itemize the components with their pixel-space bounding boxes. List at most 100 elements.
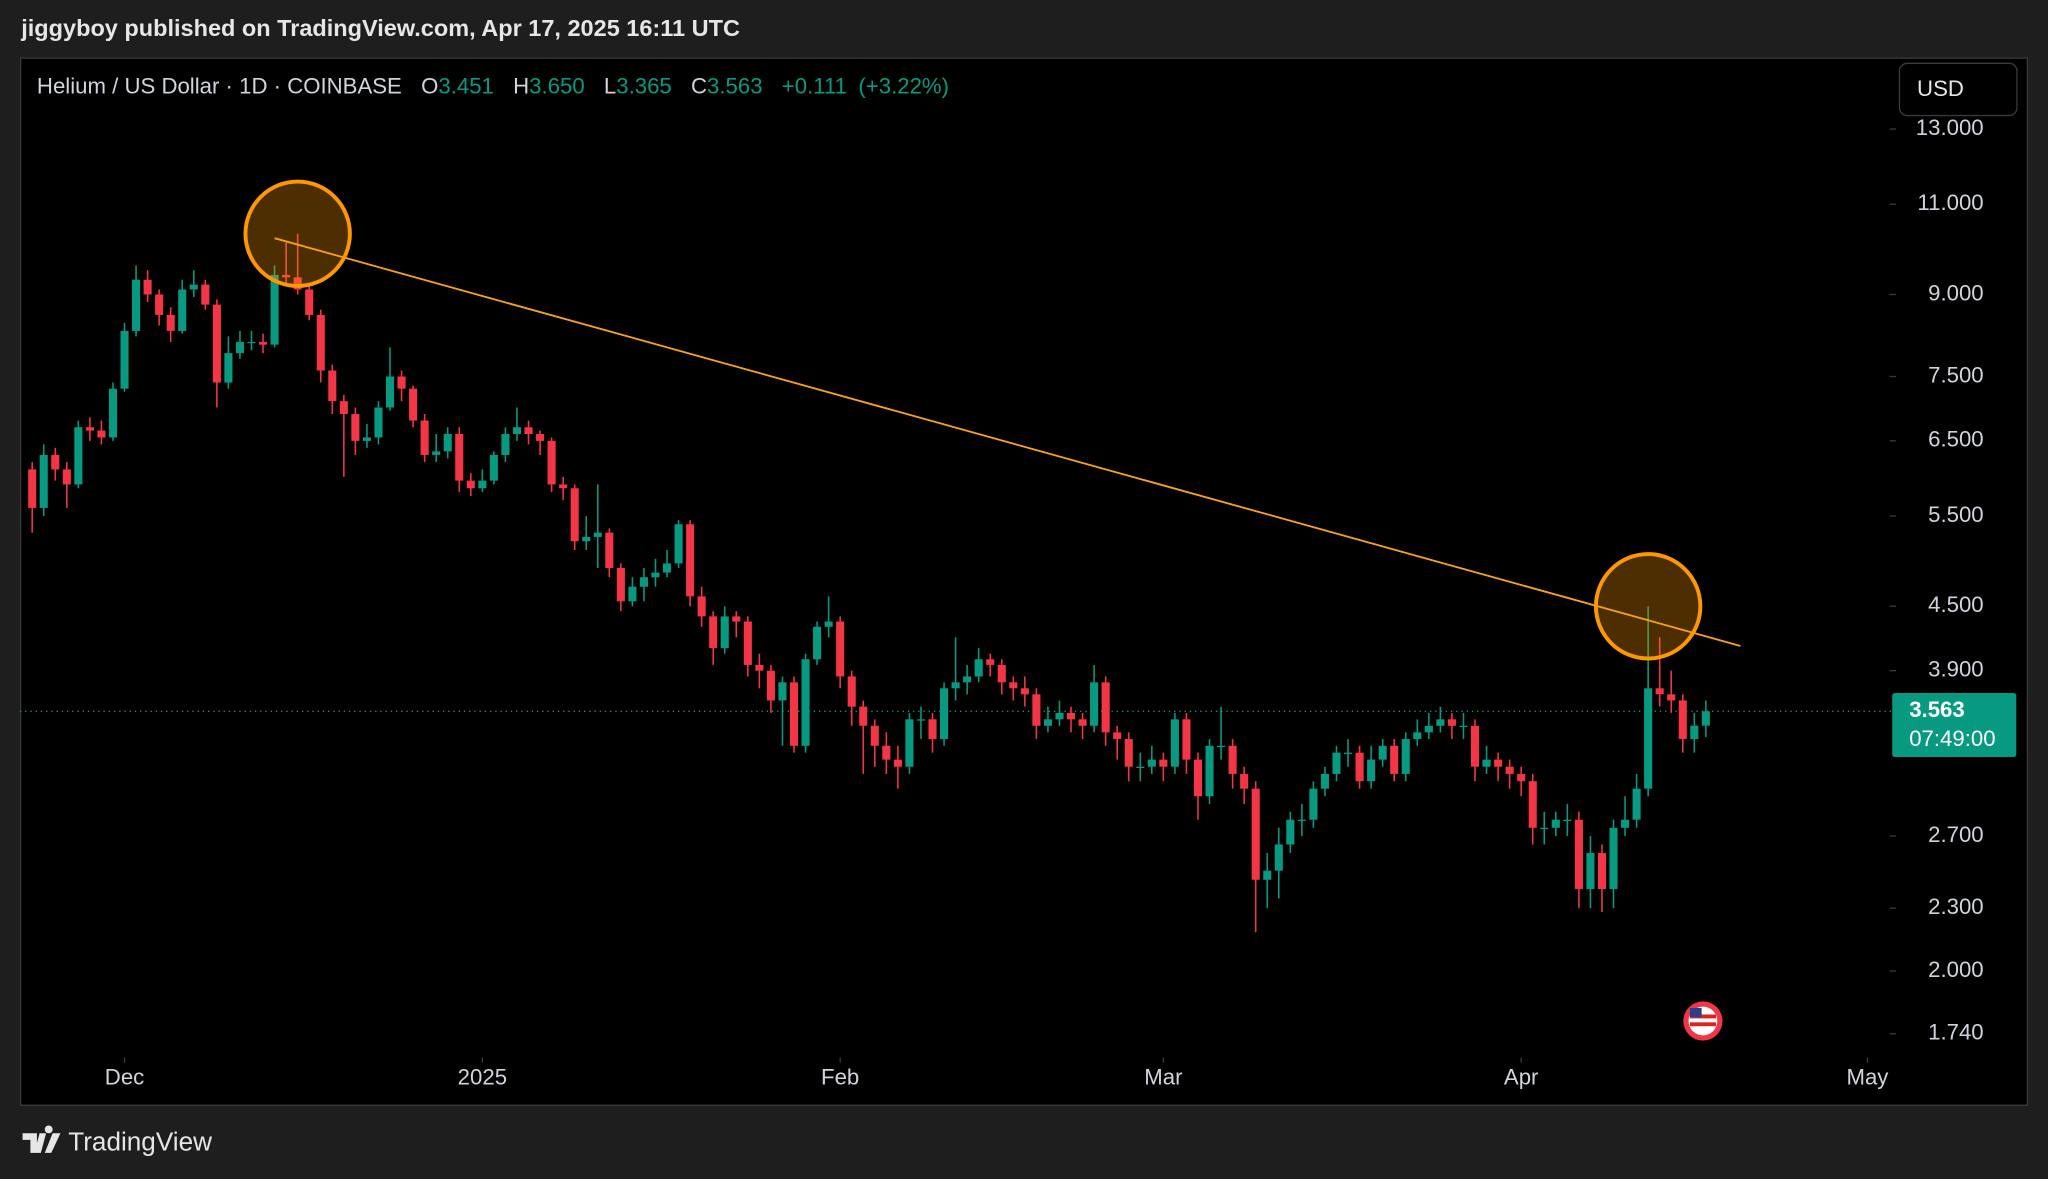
flag-stripe	[1689, 1014, 1716, 1019]
candle-body	[385, 376, 395, 408]
candle-body	[1401, 739, 1410, 774]
candle-body	[1701, 711, 1710, 726]
high-label: H	[513, 73, 529, 98]
candle-body	[1113, 732, 1122, 740]
open-value: 3.451	[438, 73, 494, 98]
x-tick-label: Feb	[821, 1064, 859, 1089]
candle-body	[974, 659, 983, 677]
candle-body	[605, 532, 614, 568]
candle-body	[85, 427, 94, 431]
low-value: 3.365	[616, 73, 672, 98]
candle-body	[1320, 773, 1329, 789]
candle-body	[778, 682, 787, 701]
candle-body	[374, 407, 383, 438]
highlight-circle	[1593, 552, 1703, 661]
brand-name: TradingView	[68, 1127, 212, 1157]
candle-body	[1032, 694, 1041, 726]
candle-body	[1447, 719, 1456, 726]
candle-body	[478, 480, 487, 489]
candle-body	[51, 454, 60, 470]
candle-body	[755, 664, 764, 671]
y-tick-label: 7.500	[1928, 362, 1984, 387]
highlight-circle	[243, 179, 352, 288]
candle-body	[524, 427, 533, 435]
candle-body	[1586, 853, 1595, 890]
flag-stripe	[1689, 1022, 1716, 1027]
candle-body	[235, 341, 244, 354]
candle-body	[1078, 719, 1087, 726]
candle-body	[1170, 719, 1179, 767]
high-value: 3.650	[529, 73, 585, 98]
candle-body	[1678, 700, 1687, 740]
y-tick-label: 1.740	[1928, 1020, 1984, 1045]
x-tick-label: May	[1846, 1064, 1889, 1089]
candle-body	[1090, 682, 1099, 726]
x-tick-label: Dec	[105, 1064, 144, 1089]
candle-body	[1101, 682, 1110, 733]
candle-body	[1009, 682, 1018, 689]
candle-body	[1609, 827, 1618, 890]
candle-body	[1274, 844, 1283, 871]
candle-body	[559, 484, 568, 489]
y-tick-label: 11.000	[1917, 190, 1983, 215]
candle-body	[547, 440, 556, 485]
flag-icon	[1683, 1001, 1723, 1041]
candle-body	[489, 454, 498, 481]
candle-body	[836, 621, 845, 677]
brand-logo	[22, 1125, 61, 1153]
candle-body	[1043, 719, 1052, 726]
candle-body	[282, 274, 291, 278]
candle-body	[270, 274, 279, 345]
candle-body	[916, 719, 926, 721]
candle-body	[1413, 732, 1422, 740]
candle-body	[789, 682, 799, 746]
candle-body	[1574, 819, 1583, 890]
candle-body	[62, 469, 71, 485]
y-tick-label: 5.500	[1928, 502, 1984, 527]
candle-body	[1297, 819, 1306, 821]
y-tick-label: 2.300	[1928, 894, 1984, 919]
close-label: C	[691, 73, 707, 98]
candle-body	[409, 388, 418, 421]
candle-body	[28, 469, 37, 508]
x-tick-label: Apr	[1504, 1064, 1539, 1089]
candle-body	[1159, 759, 1168, 767]
candle-body	[1309, 788, 1318, 820]
candle-body	[801, 659, 810, 746]
symbol: Helium / US Dollar · 1D · COINBASE	[37, 73, 402, 98]
candle-body	[951, 682, 960, 689]
candle-body	[339, 401, 348, 415]
y-tick-label: 2.700	[1928, 822, 1984, 847]
candle-body	[1424, 725, 1433, 733]
y-tick-label: 13.000	[1916, 115, 1984, 140]
candle-body	[443, 434, 452, 452]
candle-body	[824, 621, 833, 627]
candle-body	[1621, 819, 1630, 828]
axes: 13.000 11.000 9.000 7.500 6.500 5.500 4.500 3.9…	[105, 115, 1984, 1089]
currency-button[interactable]	[1898, 62, 2018, 117]
flag-canton	[1689, 1007, 1702, 1018]
candle-body	[1182, 719, 1191, 760]
candle-body	[766, 670, 775, 701]
candle-body	[328, 370, 337, 402]
candle-body	[1563, 819, 1572, 821]
candle-body	[512, 427, 522, 435]
candle-body	[1205, 745, 1214, 797]
candle-body	[1055, 712, 1064, 720]
candle-body	[651, 572, 660, 578]
change-percent: (+3.22%)	[858, 73, 949, 98]
candle-body	[120, 330, 129, 389]
candle-body	[847, 676, 856, 707]
candle-body	[1470, 725, 1480, 767]
candle-body	[1251, 788, 1260, 880]
close-value: 3.563	[707, 73, 763, 98]
candle-body	[1066, 712, 1076, 720]
x-tick-label: 2025	[458, 1064, 507, 1089]
candle-body	[870, 725, 879, 746]
candle-body	[616, 567, 625, 602]
candle-body	[97, 430, 106, 438]
currency[interactable]: USD	[1917, 76, 1964, 101]
candle-body	[259, 341, 268, 345]
candle-body	[1690, 725, 1699, 740]
candle-body	[420, 420, 429, 455]
